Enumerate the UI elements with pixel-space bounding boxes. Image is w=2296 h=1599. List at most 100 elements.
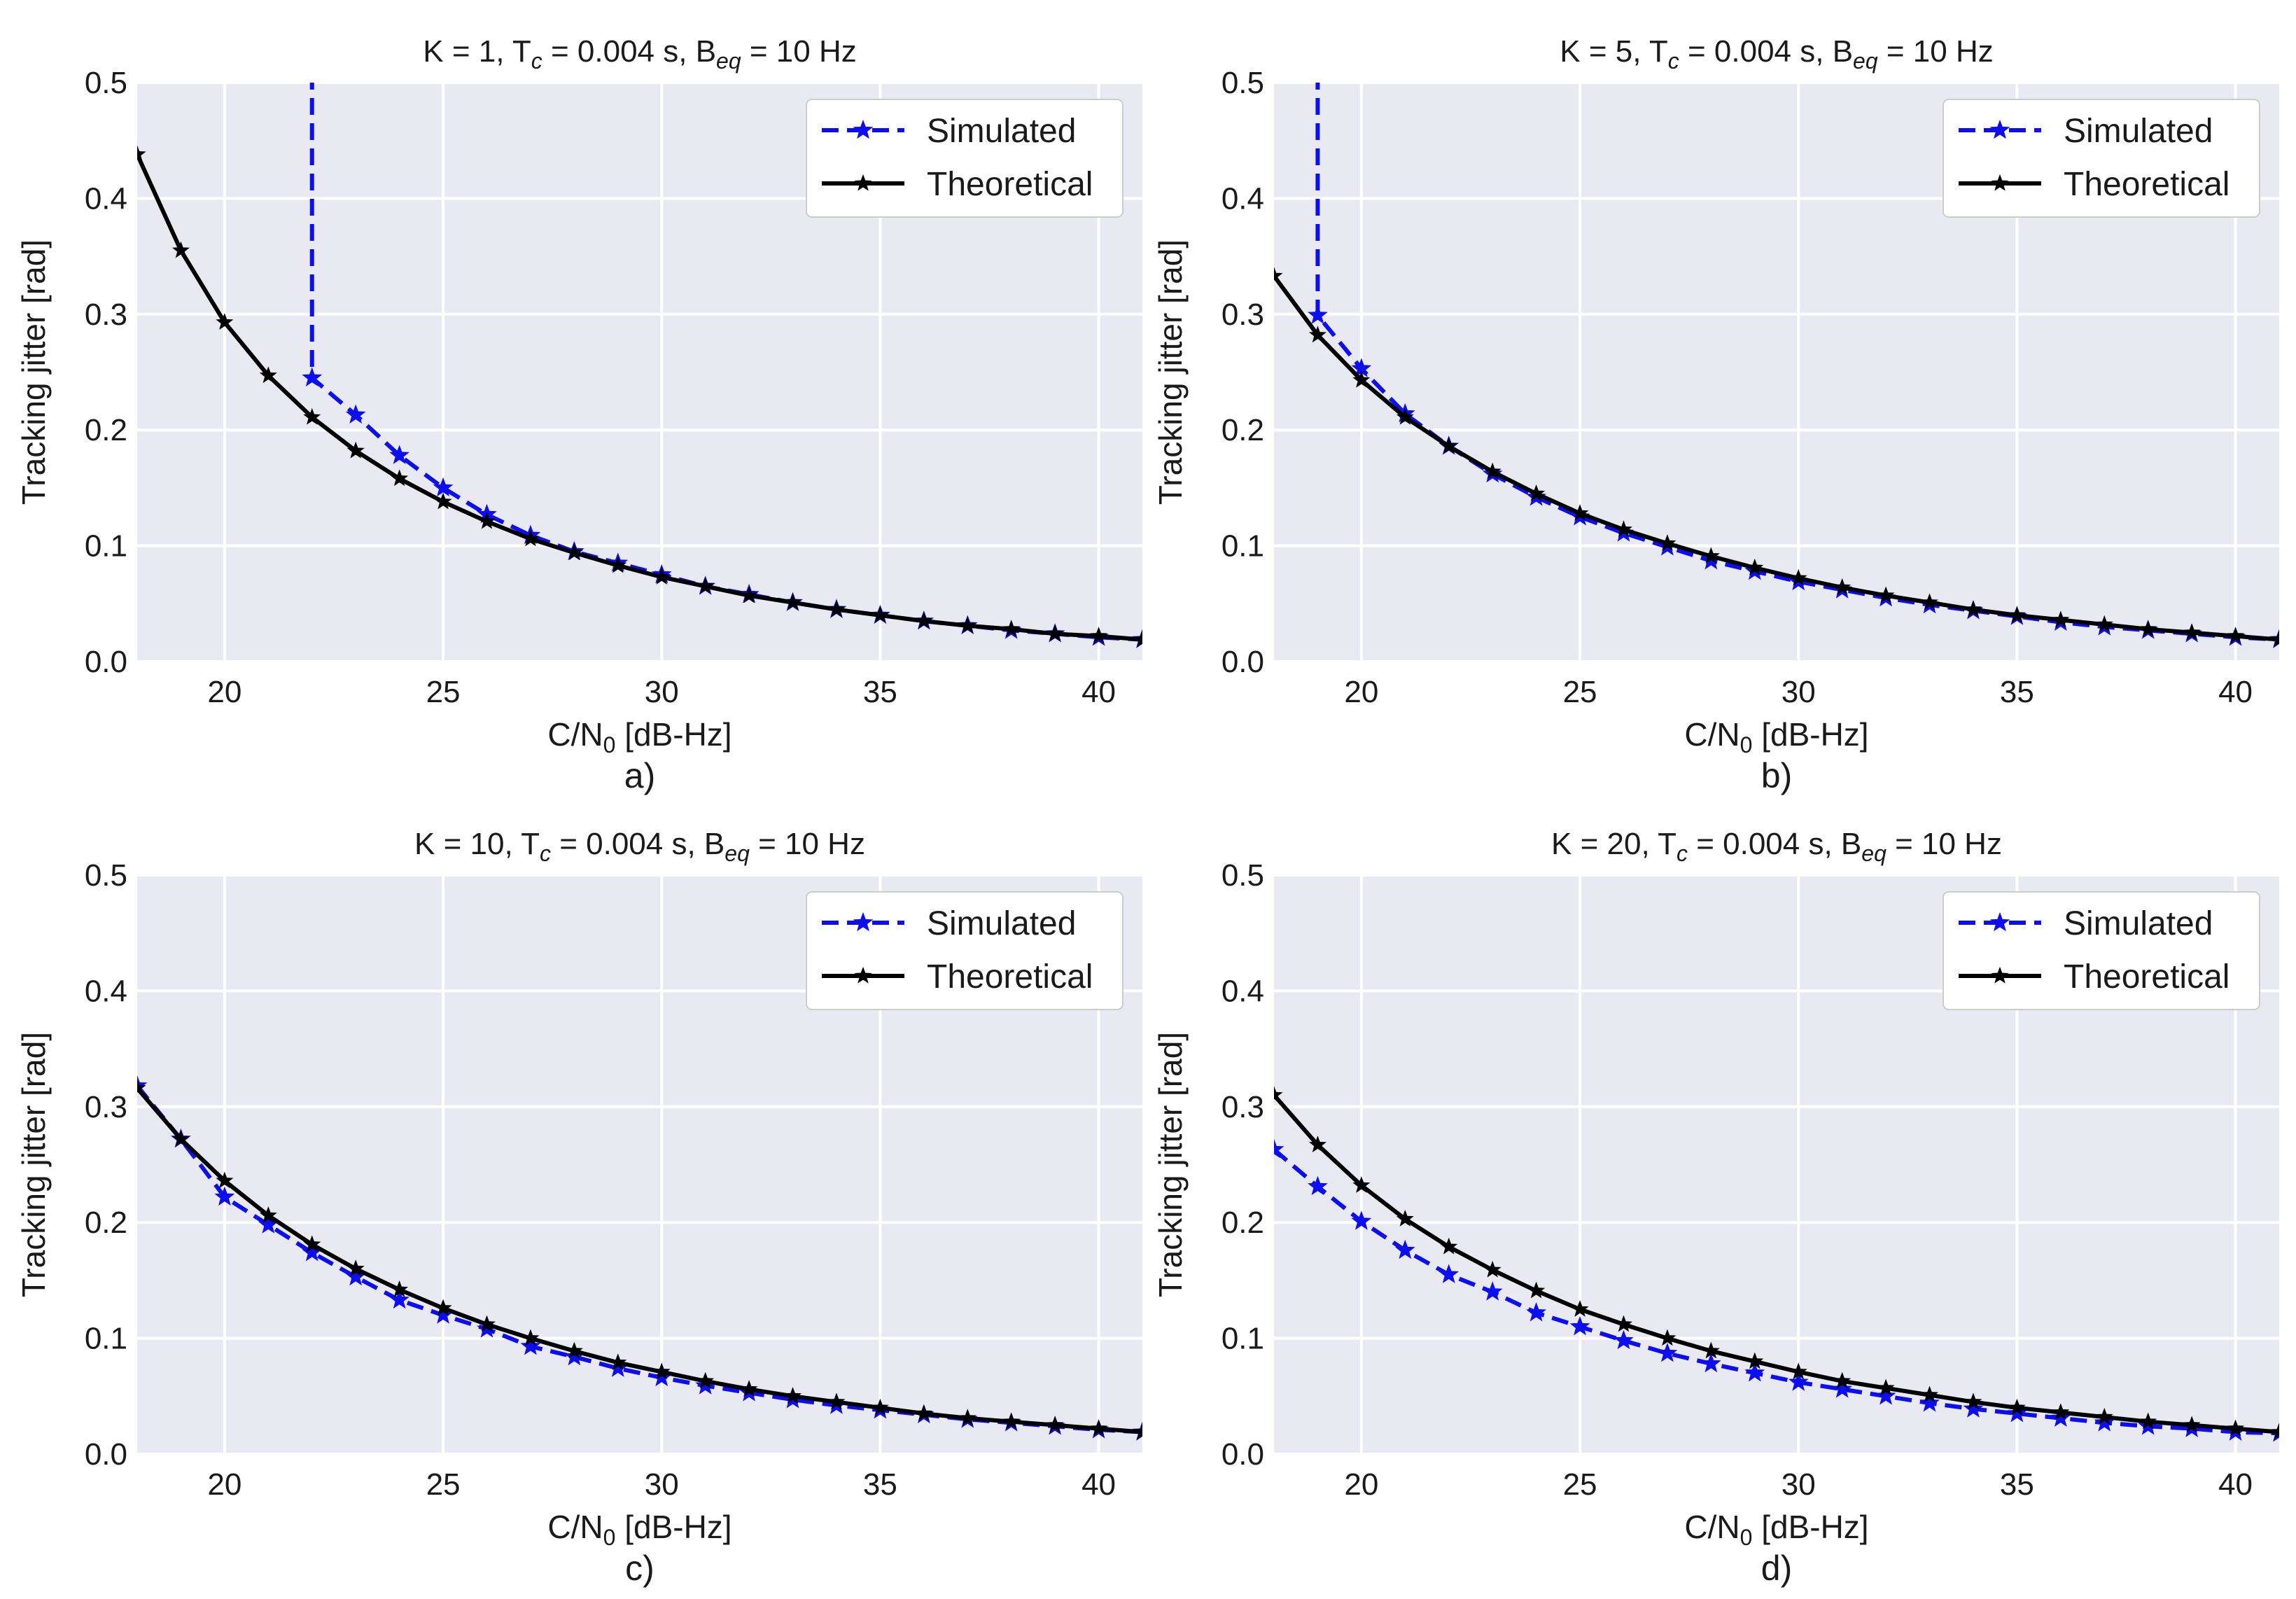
theoretical-point — [1789, 1362, 1807, 1380]
theoretical-point — [137, 1079, 146, 1096]
x-tick-label: 40 — [1082, 1467, 1116, 1502]
theoretical-point — [1396, 407, 1414, 425]
legend: Simulated Theoretical — [1942, 99, 2260, 218]
theoretical-point — [1833, 1371, 1851, 1389]
theoretical-point — [1483, 462, 1502, 480]
plot-series — [1274, 1086, 2279, 1442]
theoretical-point — [1396, 1210, 1414, 1227]
simulated-point — [1308, 1175, 1328, 1196]
legend-simulated-marker — [1989, 119, 2010, 139]
y-tick-label: 0.4 — [1222, 181, 1264, 216]
theoretical-point — [1921, 593, 1939, 610]
x-tick-label: 30 — [1782, 675, 1816, 709]
simulated-point — [1614, 1329, 1634, 1350]
theoretical-point — [2095, 1407, 2113, 1425]
y-tick-label: 0.2 — [1222, 413, 1264, 447]
simulated-point — [2094, 1412, 2115, 1432]
theoretical-point — [609, 1353, 627, 1370]
panel-label: c) — [625, 1549, 654, 1588]
y-tick-label: 0.5 — [1222, 858, 1264, 893]
y-tick-label: 0.1 — [1222, 1322, 1264, 1356]
theoretical-point — [1046, 1416, 1064, 1433]
x-tick-label: 40 — [2218, 1467, 2253, 1502]
x-axis-label: C/N0 [dB-Hz] — [547, 716, 732, 757]
y-axis-label: Tracking jitter [rad] — [15, 239, 52, 505]
theoretical-point — [915, 611, 933, 629]
title-subscript: c — [540, 841, 551, 866]
x-tick-label: 35 — [2000, 1467, 2034, 1502]
legend-theoretical-label: Theoretical — [927, 958, 1093, 996]
simulated-point — [1744, 1362, 1765, 1382]
legend-simulated-label: Simulated — [2064, 113, 2213, 150]
y-axis-label: Tracking jitter [rad] — [1152, 1032, 1189, 1297]
theoretical-point — [1046, 624, 1064, 641]
title-subscript: eq — [716, 48, 741, 74]
x-tick-label: 40 — [2218, 675, 2253, 709]
theoretical-point — [1789, 568, 1807, 586]
y-tick-label: 0.3 — [1222, 298, 1264, 332]
theoretical-point — [2270, 1423, 2279, 1440]
plot-series — [137, 1075, 1142, 1441]
simulated-point — [1438, 1264, 1460, 1283]
y-tick-label: 0.4 — [85, 974, 127, 1008]
legend-simulated-label: Simulated — [927, 905, 1076, 942]
theoretical-point — [1702, 547, 1720, 564]
title-subscript: c — [1676, 841, 1688, 866]
theoretical-point — [1658, 1329, 1676, 1346]
legend-theoretical-label: Theoretical — [2064, 166, 2230, 203]
theoretical-point — [2183, 623, 2201, 641]
panel-label: d) — [1761, 1549, 1792, 1588]
simulated-point — [389, 1289, 410, 1309]
theoretical-point — [391, 1280, 409, 1297]
theoretical-point — [259, 1206, 277, 1223]
theoretical-point — [827, 1392, 846, 1410]
legend-simulated-marker — [1989, 912, 2010, 932]
x-label-part: [dB-Hz] — [1752, 716, 1868, 753]
chart-title: K = 10, Tc = 0.004 s, Beq = 10 Hz — [414, 827, 865, 866]
title-part: K = 5, T — [1560, 34, 1668, 69]
theoretical-point — [1440, 437, 1458, 454]
x-label-part: C/N — [1684, 1509, 1740, 1545]
y-tick-label: 0.2 — [85, 413, 127, 447]
theoretical-point — [1614, 1315, 1632, 1332]
theoretical-point — [2183, 1416, 2201, 1433]
theoretical-point — [915, 1404, 933, 1421]
x-axis-label: C/N0 [dB-Hz] — [1684, 1509, 1868, 1550]
theoretical-point — [1483, 1260, 1502, 1278]
panel-c: 0.0 0.1 0.2 0.3 0.4 0.5 20 25 30 35 40 K = 10, Tc =… — [15, 827, 1142, 1588]
theoretical-point — [1090, 1419, 1108, 1437]
theoretical-point — [434, 492, 452, 510]
simulated-point — [1274, 1138, 1284, 1159]
legend-theoretical-marker — [854, 966, 872, 984]
theoretical-point — [1877, 586, 1895, 603]
x-tick-label: 20 — [207, 675, 241, 709]
legend-theoretical-marker — [854, 174, 872, 191]
simulated-point — [1394, 1239, 1415, 1259]
theoretical-point — [1833, 578, 1851, 595]
legend: Simulated Theoretical — [806, 99, 1124, 218]
title-part: K = 1, T — [423, 34, 531, 69]
theoretical-line — [1274, 1094, 2279, 1434]
legend-theoretical-label: Theoretical — [2064, 958, 2230, 996]
x-axis-label: C/N0 [dB-Hz] — [547, 1509, 732, 1550]
theoretical-point — [2052, 1403, 2070, 1420]
theoretical-point — [391, 469, 409, 487]
x-label-subscript: 0 — [1740, 1525, 1753, 1550]
x-tick-label: 20 — [1344, 1467, 1378, 1502]
x-label-part: C/N — [547, 1509, 603, 1545]
chart-title: K = 1, Tc = 0.004 s, Beq = 10 Hz — [423, 34, 856, 74]
y-tick-label: 0.0 — [1222, 645, 1264, 679]
theoretical-point — [477, 512, 496, 529]
title-part: = 10 Hz — [1886, 827, 2002, 861]
y-axis-label: Tracking jitter [rad] — [1152, 239, 1189, 505]
theoretical-point — [1746, 558, 1764, 575]
theoretical-point — [1274, 267, 1283, 284]
theoretical-point — [216, 313, 234, 330]
y-tick-label: 0.5 — [1222, 66, 1264, 100]
theoretical-point — [259, 366, 277, 384]
theoretical-point — [1352, 370, 1371, 388]
theoretical-point — [784, 593, 802, 610]
theoretical-point — [346, 1259, 365, 1276]
theoretical-point — [522, 1329, 540, 1346]
